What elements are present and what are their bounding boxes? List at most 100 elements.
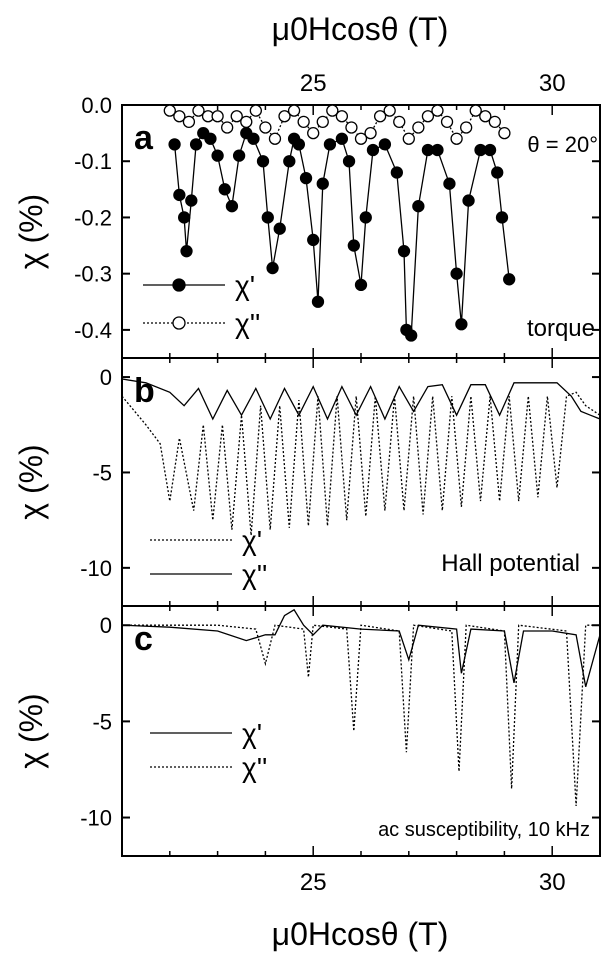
data-point (186, 195, 197, 206)
panel-label: b (134, 372, 155, 410)
data-point (205, 133, 216, 144)
x-tick-label: 30 (539, 70, 566, 97)
legend-label: χ' (235, 270, 255, 301)
panel-a: 0.0 -0.1 -0.2 -0.3 -0.4 25 30 χ (%) a χ' χ'' torque… (13, 70, 600, 358)
data-point (317, 116, 328, 127)
y-tick-label: -5 (92, 460, 112, 485)
data-point (456, 319, 467, 330)
data-point (367, 144, 378, 155)
series-line (122, 610, 600, 687)
data-point (169, 139, 180, 150)
legend-label: χ'' (235, 308, 260, 339)
data-point (191, 139, 202, 150)
y-tick-label: 0 (100, 365, 112, 390)
data-point (451, 268, 462, 279)
data-point (298, 116, 309, 127)
data-point (461, 122, 472, 133)
data-point (451, 133, 462, 144)
legend-marker (173, 279, 185, 291)
data-point (489, 116, 500, 127)
data-point (504, 274, 515, 285)
panel-annotation: ac susceptibility, 10 kHz (378, 819, 590, 841)
data-point (365, 128, 376, 139)
legend-marker (173, 317, 185, 329)
y-axis-title: χ (%) (13, 693, 49, 768)
data-point (267, 263, 278, 274)
top-axis-title: μ0Hcosθ (T) (272, 11, 449, 47)
data-point (289, 105, 300, 116)
y-tick-label: -0.4 (74, 318, 112, 343)
data-point (432, 105, 443, 116)
data-point (258, 156, 269, 167)
data-point (219, 184, 230, 195)
panel-b: 0 -5 -10 χ (%) b χ' χ'' Hall potential (13, 358, 600, 606)
data-point (394, 116, 405, 127)
legend-label: χ' (242, 525, 262, 556)
legend-label: χ' (242, 718, 262, 749)
data-point (212, 150, 223, 161)
panel-c: 0 -5 -10 25 30 χ (%) c χ' χ'' ac susceptibility, … (13, 606, 600, 896)
data-point (406, 330, 417, 341)
data-point (346, 122, 357, 133)
x-tick-label: 25 (300, 869, 327, 896)
y-axis-title: χ (%) (13, 194, 49, 269)
y-axis-title: χ (%) (13, 444, 49, 519)
data-point (308, 128, 319, 139)
data-point (274, 223, 285, 234)
series-line (122, 392, 600, 535)
data-point (499, 128, 510, 139)
data-point (336, 111, 347, 122)
data-point (301, 173, 312, 184)
y-tick-label: 0.0 (81, 93, 112, 118)
data-point (356, 279, 367, 290)
y-tick-label: -10 (80, 806, 112, 831)
data-point (384, 105, 395, 116)
panel-annotation: Hall potential (441, 550, 580, 577)
data-point (212, 111, 223, 122)
data-point (222, 122, 233, 133)
bottom-axis-title: μ0Hcosθ (T) (272, 916, 449, 952)
data-point (463, 195, 474, 206)
data-point (260, 122, 271, 133)
series-line (122, 625, 600, 806)
y-tick-label: -0.2 (74, 205, 112, 230)
data-point (269, 133, 280, 144)
legend-label: χ'' (242, 559, 267, 590)
data-point (444, 178, 455, 189)
panel-label: a (134, 119, 154, 157)
y-tick-label: -0.1 (74, 149, 112, 174)
legend-label: χ'' (242, 752, 267, 783)
data-point (241, 116, 252, 127)
data-point (248, 133, 259, 144)
x-tick-label: 30 (539, 869, 566, 896)
angle-annotation: θ = 20° (527, 132, 598, 157)
data-point (485, 144, 496, 155)
data-point (262, 212, 273, 223)
data-point (181, 246, 192, 257)
data-point (179, 212, 190, 223)
data-point (226, 201, 237, 212)
data-point (413, 201, 424, 212)
data-point (234, 150, 245, 161)
y-tick-label: -0.3 (74, 262, 112, 287)
series-line (175, 133, 510, 335)
data-point (492, 167, 503, 178)
data-point (174, 189, 185, 200)
x-tick-label: 25 (300, 70, 327, 97)
data-point (336, 133, 347, 144)
data-point (413, 122, 424, 133)
data-point (442, 116, 453, 127)
data-point (391, 167, 402, 178)
data-point (293, 139, 304, 150)
data-point (379, 139, 390, 150)
panel-annotation: torque (527, 315, 595, 342)
data-point (432, 144, 443, 155)
data-point (497, 212, 508, 223)
y-tick-label: -10 (80, 556, 112, 581)
data-point (284, 156, 295, 167)
data-point (317, 178, 328, 189)
data-point (348, 240, 359, 251)
data-point (324, 139, 335, 150)
data-point (344, 156, 355, 167)
